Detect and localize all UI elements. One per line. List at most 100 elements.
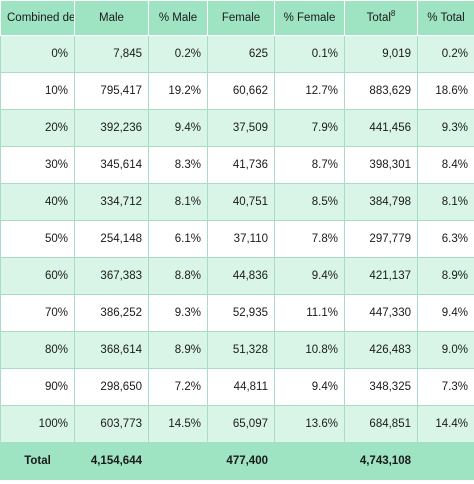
cell-male: 345,614 (74, 146, 149, 184)
total-female: 477,400 (207, 442, 275, 480)
cell-female: 625 (207, 35, 275, 73)
cell-pct-total: 0.2% (417, 35, 474, 73)
cell-female: 51,328 (207, 331, 275, 369)
cell-pct-female: 8.5% (274, 183, 345, 221)
cell-pct-total: 8.4% (417, 146, 474, 184)
cell-degree: 70% (0, 294, 75, 332)
cell-pct-male: 9.3% (148, 294, 208, 332)
cell-female: 52,935 (207, 294, 275, 332)
cell-male: 254,148 (74, 220, 149, 258)
cell-pct-male: 6.1% (148, 220, 208, 258)
cell-pct-total: 8.9% (417, 257, 474, 295)
table-row: 0% 7,845 0.2% 625 0.1% 9,019 0.2% (0, 35, 474, 73)
cell-male: 386,252 (74, 294, 149, 332)
header-total-label: Total (366, 12, 391, 24)
cell-pct-female: 9.4% (274, 257, 345, 295)
cell-total: 348,325 (344, 368, 418, 406)
table-row: 70% 386,252 9.3% 52,935 11.1% 447,330 9.4% (0, 294, 474, 332)
table-row: 80% 368,614 8.9% 51,328 10.8% 426,483 9.0% (0, 331, 474, 369)
table-row: 20% 392,236 9.4% 37,509 7.9% 441,456 9.3% (0, 109, 474, 147)
cell-total: 421,137 (344, 257, 418, 295)
total-pct-male (148, 442, 208, 480)
cell-total: 297,779 (344, 220, 418, 258)
total-row: Total 4,154,644 477,400 4,743,108 (0, 442, 474, 480)
header-pct-total: % Total (417, 0, 474, 36)
cell-degree: 80% (0, 331, 75, 369)
header-pct-female: % Female (274, 0, 345, 36)
cell-female: 44,836 (207, 257, 275, 295)
cell-male: 7,845 (74, 35, 149, 73)
cell-pct-female: 10.8% (274, 331, 345, 369)
header-pct-male: % Male (148, 0, 208, 36)
cell-male: 368,614 (74, 331, 149, 369)
cell-female: 65,097 (207, 405, 275, 443)
cell-degree: 50% (0, 220, 75, 258)
total-pct-female (274, 442, 345, 480)
cell-pct-male: 8.8% (148, 257, 208, 295)
cell-total: 398,301 (344, 146, 418, 184)
cell-pct-total: 18.6% (417, 72, 474, 110)
cell-male: 334,712 (74, 183, 149, 221)
total-label: Total (0, 442, 75, 480)
cell-pct-female: 0.1% (274, 35, 345, 73)
cell-female: 41,736 (207, 146, 275, 184)
cell-total: 384,798 (344, 183, 418, 221)
cell-female: 37,110 (207, 220, 275, 258)
cell-male: 367,383 (74, 257, 149, 295)
cell-male: 795,417 (74, 72, 149, 110)
cell-pct-total: 9.0% (417, 331, 474, 369)
cell-degree: 100% (0, 405, 75, 443)
cell-pct-female: 9.4% (274, 368, 345, 406)
cell-pct-male: 8.9% (148, 331, 208, 369)
cell-pct-female: 12.7% (274, 72, 345, 110)
cell-degree: 30% (0, 146, 75, 184)
total-total: 4,743,108 (344, 442, 418, 480)
cell-pct-total: 14.4% (417, 405, 474, 443)
cell-total: 9,019 (344, 35, 418, 73)
cell-pct-male: 9.4% (148, 109, 208, 147)
cell-pct-male: 0.2% (148, 35, 208, 73)
cell-total: 441,456 (344, 109, 418, 147)
cell-pct-total: 6.3% (417, 220, 474, 258)
cell-degree: 20% (0, 109, 75, 147)
table-row: 40% 334,712 8.1% 40,751 8.5% 384,798 8.1% (0, 183, 474, 221)
cell-pct-female: 8.7% (274, 146, 345, 184)
cell-pct-total: 9.3% (417, 109, 474, 147)
cell-pct-total: 7.3% (417, 368, 474, 406)
table-row: 60% 367,383 8.8% 44,836 9.4% 421,137 8.9% (0, 257, 474, 295)
cell-degree: 0% (0, 35, 75, 73)
header-female: Female (207, 0, 275, 36)
cell-pct-total: 8.1% (417, 183, 474, 221)
cell-pct-female: 7.8% (274, 220, 345, 258)
cell-degree: 90% (0, 368, 75, 406)
table-row: 90% 298,650 7.2% 44,811 9.4% 348,325 7.3% (0, 368, 474, 406)
cell-female: 37,509 (207, 109, 275, 147)
cell-total: 883,629 (344, 72, 418, 110)
cell-female: 60,662 (207, 72, 275, 110)
total-pct-total (417, 442, 474, 480)
footnote-marker: 8 (390, 9, 396, 19)
table-row: 100% 603,773 14.5% 65,097 13.6% 684,851 14.4% (0, 405, 474, 443)
table-row: 30% 345,614 8.3% 41,736 8.7% 398,301 8.4% (0, 146, 474, 184)
cell-pct-male: 7.2% (148, 368, 208, 406)
cell-total: 426,483 (344, 331, 418, 369)
cell-pct-female: 11.1% (274, 294, 345, 332)
cell-pct-male: 8.1% (148, 183, 208, 221)
cell-pct-female: 7.9% (274, 109, 345, 147)
cell-total: 684,851 (344, 405, 418, 443)
cell-pct-total: 9.4% (417, 294, 474, 332)
cell-male: 298,650 (74, 368, 149, 406)
header-row: Combined degree Male % Male Female % Fem… (0, 0, 474, 36)
cell-pct-male: 8.3% (148, 146, 208, 184)
cell-pct-female: 13.6% (274, 405, 345, 443)
cell-pct-male: 19.2% (148, 72, 208, 110)
cell-degree: 40% (0, 183, 75, 221)
table-row: 10% 795,417 19.2% 60,662 12.7% 883,629 18.6% (0, 72, 474, 110)
table-row: 50% 254,148 6.1% 37,110 7.8% 297,779 6.3% (0, 220, 474, 258)
cell-male: 603,773 (74, 405, 149, 443)
cell-female: 40,751 (207, 183, 275, 221)
cell-pct-male: 14.5% (148, 405, 208, 443)
cell-female: 44,811 (207, 368, 275, 406)
cell-male: 392,236 (74, 109, 149, 147)
